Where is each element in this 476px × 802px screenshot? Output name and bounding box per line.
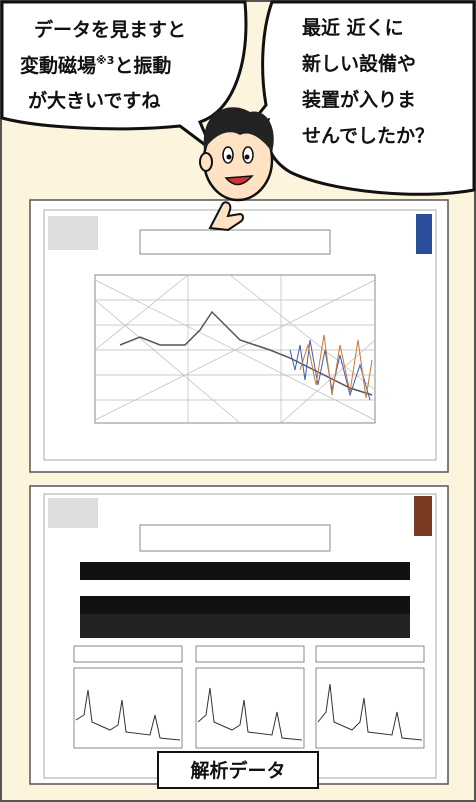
caption-box <box>157 751 319 789</box>
bubble-text: が大きいですね <box>28 89 160 112</box>
caption: 解析データ <box>190 759 285 782</box>
bubble-text: データを見ますと <box>34 18 186 41</box>
time-series <box>80 562 410 580</box>
plot-area <box>94 274 376 424</box>
bubble-text: せんでしたか？ <box>302 125 434 147</box>
bubble-text: 変動磁場 <box>20 54 96 77</box>
report-tag <box>416 214 432 254</box>
comment-box <box>139 229 331 255</box>
comment-box <box>139 524 331 552</box>
bubble-text: 変動磁場※3と振動 <box>20 54 171 77</box>
bubble-text: 新しい設備や <box>302 52 416 75</box>
spectrum-plots <box>73 645 425 749</box>
header-info <box>48 216 98 250</box>
bubble-text: と振動 <box>114 54 171 77</box>
bubble-text: 装置が入りま <box>301 88 416 111</box>
time-series <box>80 614 410 638</box>
report-tag <box>414 496 432 536</box>
character <box>199 107 274 232</box>
footnote-mark: ※3 <box>96 54 114 67</box>
header-info <box>48 498 98 528</box>
speech-bubble-left <box>0 0 248 155</box>
bubble-text: 最近 近くに <box>302 17 404 39</box>
speech-bubble-right <box>245 0 476 196</box>
time-series <box>80 596 410 614</box>
